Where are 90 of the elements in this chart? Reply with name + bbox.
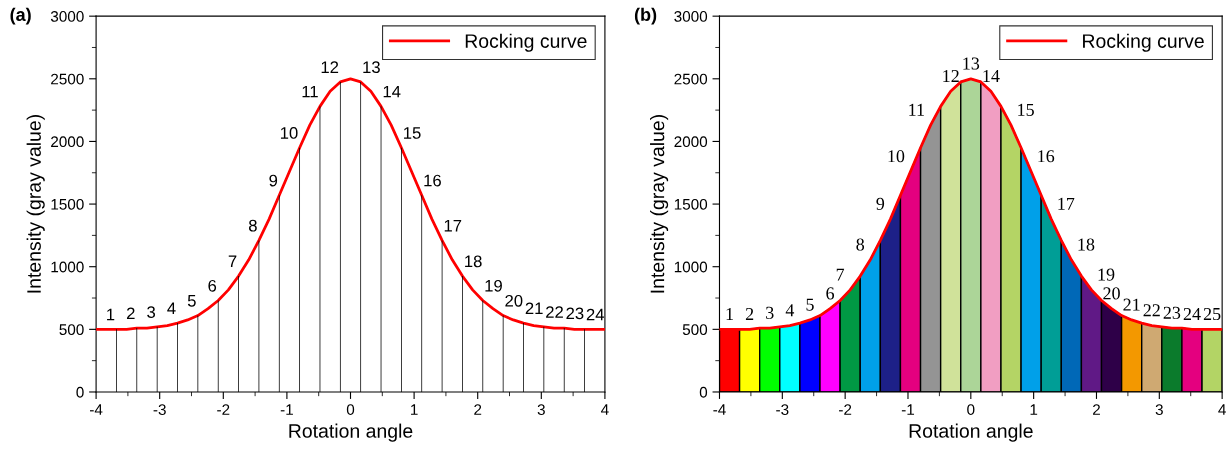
annotation: 16 [424, 174, 441, 187]
x-tick-label: 0 [346, 404, 355, 415]
x-tick-label: -2 [217, 404, 230, 415]
x-tick-label: -1 [901, 404, 915, 415]
y-axis-title: Intensity (gray value) [650, 115, 669, 293]
annotation: 6 [826, 287, 835, 300]
annotation: 7 [836, 268, 845, 281]
annotation: 19 [485, 279, 502, 292]
annotation: 23 [566, 307, 584, 320]
x-axis-title: Rotation angle [909, 423, 1033, 442]
y-tick-label: 500 [59, 324, 84, 336]
x-tick-label: -3 [776, 404, 789, 415]
x-tick-label: -4 [713, 404, 726, 415]
line-series [96, 77, 605, 331]
annotation: 8 [248, 219, 257, 232]
annotation: 13 [963, 57, 980, 70]
annotation: 9 [269, 174, 278, 187]
annotation: 5 [187, 295, 196, 307]
annotation: 20 [1103, 287, 1120, 300]
annotation: 9 [876, 197, 885, 210]
annotation: 2 [126, 307, 135, 320]
annotation: 21 [525, 302, 543, 315]
annotation: 23 [1163, 306, 1181, 319]
annotation: 12 [321, 61, 339, 73]
y-tick-label: 3000 [674, 11, 708, 22]
x-tick-label: -2 [839, 404, 852, 415]
annotation: 21 [1123, 298, 1140, 311]
y-tick-label: 2500 [674, 73, 708, 85]
legend-label: Rocking curve [465, 33, 587, 52]
annotation: 8 [856, 238, 865, 251]
legend-label: Rocking curve [1083, 33, 1204, 52]
x-tick-label: 1 [1030, 404, 1038, 415]
annotation: 6 [208, 279, 217, 292]
annotation: 14 [383, 85, 401, 98]
annotation: 4 [167, 302, 176, 315]
y-tick-label: 0 [76, 386, 84, 398]
y-tick-label: 1500 [674, 198, 708, 210]
x-tick-label: 3 [537, 404, 545, 415]
annotation: 20 [505, 294, 523, 307]
annotation: 17 [1058, 197, 1075, 210]
annotation: 2 [745, 307, 754, 320]
y-tick-label: 3000 [50, 11, 84, 22]
x-tick-label: -1 [280, 404, 293, 415]
annotation: 4 [785, 304, 795, 317]
y-tick-label: 1500 [51, 198, 84, 210]
x-tick-label: 2 [474, 404, 482, 415]
x-tick-label: 4 [601, 404, 609, 415]
x-tick-label: 0 [967, 404, 975, 415]
annotation: 1 [107, 308, 115, 321]
y-axis-title: Intensity (gray value) [26, 115, 45, 293]
annotation: 25 [1203, 307, 1221, 321]
annotation: 18 [1078, 238, 1095, 251]
x-tick-label: 3 [1155, 404, 1163, 415]
x-axis-title: Rotation angle [289, 423, 413, 442]
x-tick-label: -3 [153, 404, 166, 415]
annotation: 10 [280, 127, 298, 139]
x-tick-label: 2 [1093, 404, 1100, 415]
y-tick-label: 2000 [674, 136, 708, 148]
y-tick-label: 1000 [51, 261, 84, 273]
annotation: 5 [806, 298, 814, 311]
annotation: 10 [888, 150, 905, 163]
annotation: 15 [1018, 103, 1034, 116]
annotation: 14 [983, 70, 1000, 82]
annotation: 18 [465, 255, 482, 268]
annotation: 22 [546, 306, 563, 318]
y-tick-label: 0 [699, 386, 708, 398]
annotation: 15 [404, 127, 421, 139]
annotation: 24 [1183, 307, 1201, 320]
annotation: 13 [363, 61, 380, 74]
annotation: 3 [147, 306, 156, 318]
x-tick-label: -4 [89, 404, 103, 415]
annotation: 11 [909, 103, 924, 116]
annotation: 12 [943, 69, 959, 82]
annotation: 22 [1143, 304, 1160, 317]
chart-title: (b) [634, 7, 657, 25]
annotation: 1 [726, 308, 733, 320]
chart-title: (a) [10, 7, 31, 25]
y-tick-label: 2500 [51, 73, 84, 85]
y-tick-label: 1000 [674, 261, 708, 273]
annotation: 7 [228, 255, 237, 268]
x-tick-label: 1 [411, 404, 418, 415]
x-tick-label: 4 [1218, 404, 1226, 415]
annotation: 19 [1098, 268, 1115, 281]
annotation: 3 [766, 306, 774, 319]
annotation: 17 [444, 219, 462, 232]
y-tick-label: 500 [682, 324, 708, 336]
annotation: 24 [586, 308, 604, 321]
annotation: 11 [302, 85, 318, 98]
y-tick-label: 2000 [51, 136, 84, 148]
annotation: 16 [1038, 150, 1055, 163]
